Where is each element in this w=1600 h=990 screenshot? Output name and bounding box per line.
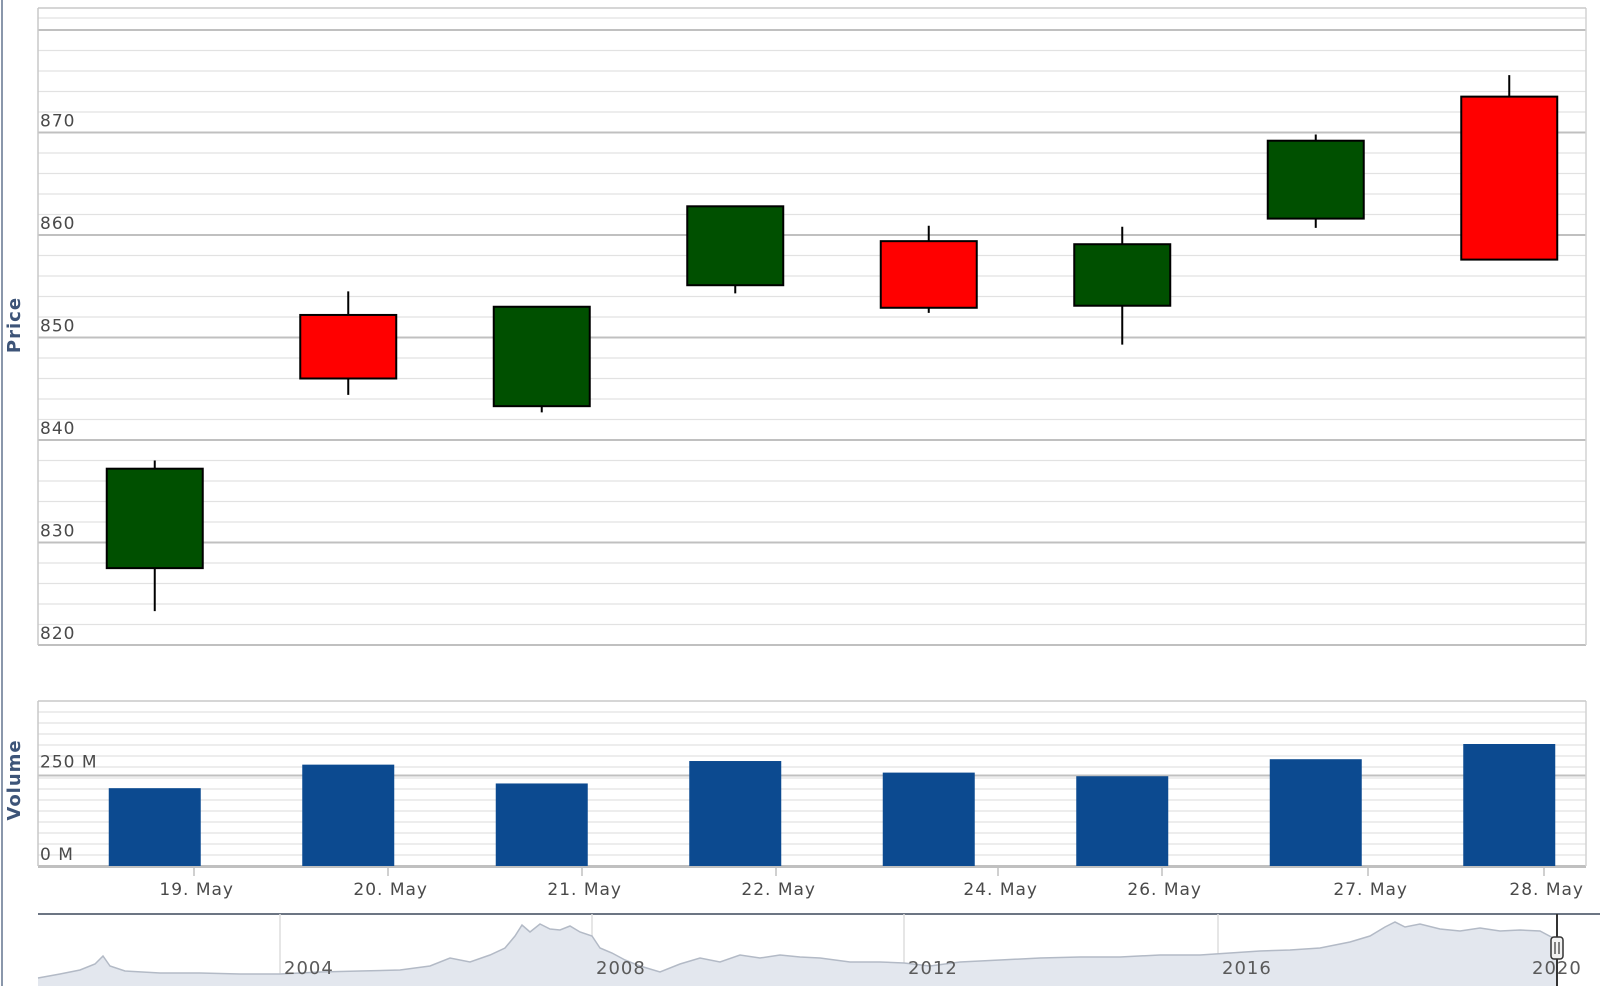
price-tick-label: 850 [40,317,75,337]
volume-bar [302,764,395,866]
navigator-tick-label: 2016 [1222,958,1272,979]
volume-bar [689,761,782,866]
volume-bar [108,788,201,866]
volume-bars [108,744,1556,866]
x-tick-label: 26. May [1127,880,1202,900]
volume-bar [882,772,975,866]
volume-tick-labels: 0 M 250 M [40,753,98,866]
x-tick-label: 28. May [1509,880,1584,900]
price-tick-labels: 820 830 840 850 860 870 [40,112,75,645]
price-panel: 820 830 840 850 860 870 Price [4,7,1587,646]
x-tick-label: 21. May [547,880,622,900]
price-axis-title: Price [4,297,25,353]
volume-tick-label: 0 M [40,845,74,865]
candle-body [299,313,398,380]
navigator-handle-grip[interactable] [1550,936,1564,960]
x-tick-label: 22. May [741,880,816,900]
candle [299,291,398,395]
volume-panel: 0 M 250 M Volume [4,700,1587,867]
volume-tick-label: 250 M [40,753,98,773]
navigator-series-line [37,921,1558,979]
candle [1073,226,1172,345]
x-tick-label: 19. May [159,880,234,900]
candle [1460,75,1559,261]
volume-axis-title: Volume [4,739,25,820]
navigator-right-handle[interactable] [1550,914,1564,986]
navigator-series-area [38,922,1557,986]
navigator[interactable]: 2004 2008 2012 2016 2020 [37,913,1600,986]
navigator-tick-label: 2008 [596,958,646,979]
volume-bar [495,783,588,866]
candle-body [105,467,204,570]
price-tick-label: 840 [40,419,75,439]
candle-body [1266,139,1365,220]
candle [879,225,978,313]
candle [1266,134,1365,228]
candle-body [1460,95,1559,261]
candle-body [686,205,785,287]
x-axis: 19. May 20. May 21. May 22. May 24. May 26. M… [38,866,1586,900]
x-tick-label: 27. May [1333,880,1408,900]
candle [105,460,204,612]
x-tick-label: 20. May [353,880,428,900]
x-tick-label: 24. May [963,880,1038,900]
navigator-tick-label: 2012 [908,958,958,979]
volume-bar [1076,776,1169,866]
candle-body [492,305,591,408]
navigator-tick-label: 2004 [284,958,334,979]
candle-body [1073,243,1172,307]
candle [492,305,591,413]
price-tick-label: 870 [40,112,75,132]
candle-body [879,240,978,309]
volume-bar [1269,759,1362,866]
price-tick-label: 820 [40,624,75,644]
navigator-tick-labels: 2004 2008 2012 2016 2020 [284,958,1581,979]
candle [686,205,785,294]
candles [105,75,1559,612]
volume-bar [1463,744,1556,866]
price-tick-label: 830 [40,522,75,542]
x-tick-labels: 19. May 20. May 21. May 22. May 24. May 26. M… [159,867,1584,900]
price-tick-label: 860 [40,214,75,234]
